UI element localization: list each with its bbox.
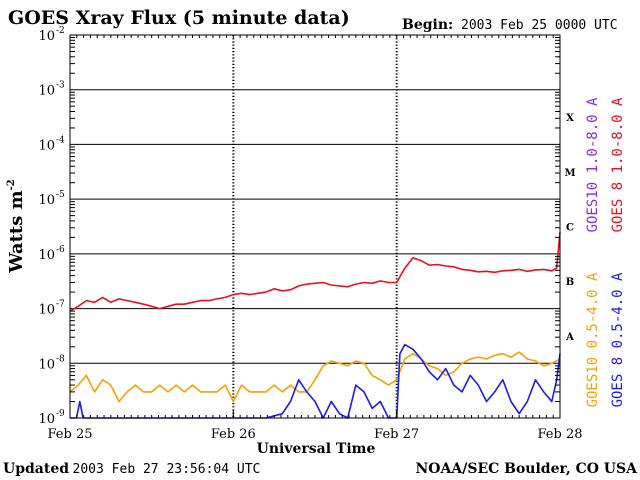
begin-value: 2003 Feb 25 0000 UTC <box>461 18 618 33</box>
y-tick-label: 10 <box>38 84 55 99</box>
footer-updated-label: Updated 2003 Feb 27 23:56:04 UTC <box>3 461 260 477</box>
legend-label: GOES10 1.0-8.0 A <box>585 97 601 232</box>
grid-layer <box>70 35 560 418</box>
x-tick-label: Feb 26 <box>211 427 256 442</box>
legend-item: GOES10 1.0-8.0 A <box>585 97 601 232</box>
legend-item: GOES 8 0.5-4.0 A <box>610 272 626 407</box>
y-axis-label-exponent: -2 <box>6 179 17 190</box>
series-goes10-0-5-4-0-a <box>69 351 561 403</box>
y-tick-exponent: -2 <box>56 26 65 36</box>
x-axis-label: Universal Time <box>257 441 376 457</box>
plot-frame <box>69 34 561 419</box>
begin-label: Begin: <box>402 17 453 33</box>
series-goes-8-1-0-8-0-a <box>69 232 561 312</box>
legend-label: GOES10 0.5-4.0 A <box>585 272 601 407</box>
footer-credit: NOAA/SEC Boulder, CO USA <box>416 461 639 477</box>
updated-value: 2003 Feb 27 23:56:04 UTC <box>73 462 261 477</box>
y-tick-label: 10 <box>38 412 55 427</box>
y-tick-label: 10 <box>38 357 55 372</box>
x-tick-label: Feb 25 <box>48 427 93 442</box>
legend: GOES10 1.0-8.0 A GOES 8 1.0-8.0 A GOES10 0… <box>585 97 626 407</box>
legend-label: GOES 8 0.5-4.0 A <box>610 272 626 407</box>
x-tick-label: Feb 27 <box>374 427 419 442</box>
flare-class-labels: X M C B A <box>564 113 575 343</box>
flare-class-X: X <box>566 113 574 124</box>
y-axis-label: Watts m <box>6 190 27 273</box>
y-axis-title: Watts m-2 <box>6 179 27 274</box>
y-tick-exponent: -3 <box>56 81 65 91</box>
flare-class-A: A <box>565 332 574 343</box>
legend-label: GOES 8 1.0-8.0 A <box>610 97 626 232</box>
updated-prefix: Updated <box>3 461 69 477</box>
y-tick-label: 10 <box>38 138 55 153</box>
y-tick-label: 10 <box>38 193 55 208</box>
series-layer <box>69 232 561 419</box>
y-tick-exponent: -4 <box>56 135 65 145</box>
flare-class-B: B <box>566 277 574 288</box>
flare-class-M: M <box>564 168 575 179</box>
chart-title: GOES Xray Flux (5 minute data) <box>8 7 350 29</box>
y-tick-exponent: -7 <box>56 300 65 310</box>
svg-text:Watts m-2: Watts m-2 <box>6 179 27 274</box>
x-tick-label: Feb 28 <box>538 427 583 442</box>
y-tick-exponent: -5 <box>56 190 65 200</box>
y-tick-exponent: -6 <box>56 245 65 255</box>
legend-item: GOES10 0.5-4.0 A <box>585 272 601 407</box>
y-tick-label: 10 <box>38 303 55 318</box>
y-tick-label: 10 <box>38 248 55 263</box>
y-tick-exponent: -9 <box>56 409 65 419</box>
legend-item: GOES 8 1.0-8.0 A <box>610 97 626 232</box>
y-tick-exponent: -8 <box>56 354 65 364</box>
flare-class-C: C <box>566 223 574 234</box>
series-goes-8-0-5-4-0-a <box>70 343 561 419</box>
y-tick-label: 10 <box>38 29 55 44</box>
